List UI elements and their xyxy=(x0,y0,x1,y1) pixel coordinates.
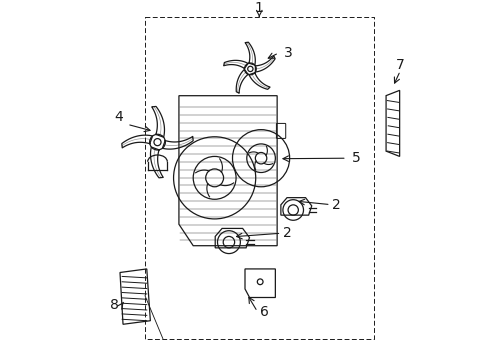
Text: 6: 6 xyxy=(260,305,269,319)
Text: 5: 5 xyxy=(352,151,361,165)
Text: 4: 4 xyxy=(114,110,122,124)
Text: 2: 2 xyxy=(332,198,341,212)
Text: 7: 7 xyxy=(396,58,405,72)
Text: 2: 2 xyxy=(284,226,292,240)
Text: 3: 3 xyxy=(284,46,292,60)
Text: 1: 1 xyxy=(255,1,264,15)
Text: 8: 8 xyxy=(110,298,119,312)
